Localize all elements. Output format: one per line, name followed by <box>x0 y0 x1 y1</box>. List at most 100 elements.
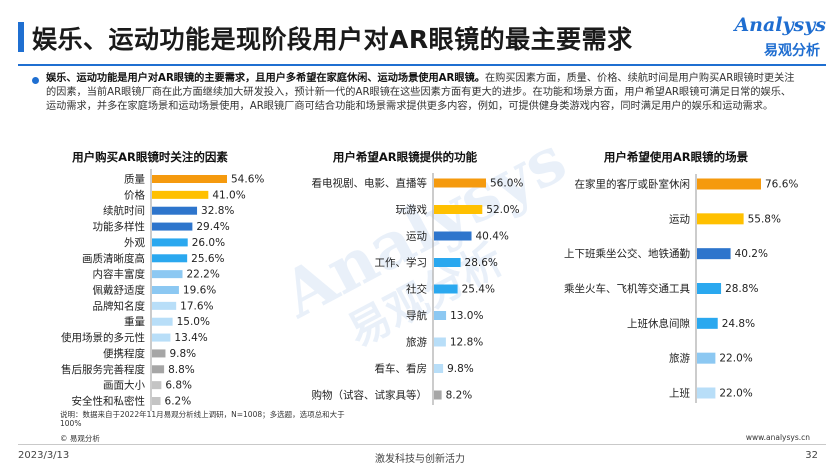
data-label: 24.8% <box>722 318 755 330</box>
bar <box>152 365 165 374</box>
bar <box>434 205 483 214</box>
category-label: 续航时间 <box>103 204 145 217</box>
category-label: 运动 <box>406 231 427 243</box>
bar <box>434 178 486 188</box>
category-label: 内容丰富度 <box>93 268 146 281</box>
data-label: 9.8% <box>447 363 474 375</box>
data-label: 28.6% <box>465 257 498 269</box>
data-label: 41.0% <box>212 189 245 201</box>
page-number: 32 <box>805 450 818 461</box>
bar <box>697 387 716 399</box>
bar <box>697 317 718 329</box>
bar <box>697 248 731 260</box>
website-link[interactable]: www.analysys.cn <box>745 433 810 442</box>
category-label: 售后服务完善程度 <box>61 363 145 376</box>
category-label: 旅游 <box>669 352 690 365</box>
bar <box>152 286 179 294</box>
bar <box>152 190 209 199</box>
category-label: 看电视剧、电影、直播等 <box>312 177 428 190</box>
footer-divider <box>18 444 826 445</box>
page-title: 娱乐、运动功能是现阶段用户对AR眼镜的最主要需求 <box>32 25 633 54</box>
bar <box>152 206 198 215</box>
bar <box>152 397 161 405</box>
summary-body: 在购买因素方面，质量、价格、续航时间是用户购买AR眼镜时更关注的因素，当前AR眼… <box>46 73 795 113</box>
bar <box>697 213 744 225</box>
chart-title: 用户购买AR眼镜时关注的因素 <box>71 150 228 164</box>
category-label: 工作、学习 <box>375 256 428 269</box>
category-label: 导航 <box>406 309 427 322</box>
category-label: 上班 <box>669 388 690 400</box>
bar <box>697 178 761 190</box>
bar <box>697 352 716 364</box>
bar <box>152 175 227 183</box>
category-label: 看车、看房 <box>375 362 428 375</box>
data-label: 22.0% <box>719 353 752 365</box>
copyright: © 易观分析 <box>60 434 100 443</box>
data-label: 9.8% <box>169 348 196 360</box>
summary-lead: 娱乐、运动功能是用户对AR眼镜的主要需求，且用户多希望在家庭休闲、运动场景使用A… <box>46 73 485 84</box>
data-label: 19.6% <box>183 285 216 297</box>
data-label: 8.8% <box>168 364 195 376</box>
chart-title: 用户希望使用AR眼镜的场景 <box>603 150 749 164</box>
data-label: 28.8% <box>725 283 758 295</box>
category-label: 画面大小 <box>103 379 145 392</box>
data-label: 12.8% <box>450 337 483 349</box>
data-label: 25.4% <box>462 284 495 296</box>
category-label: 运动 <box>669 213 690 225</box>
category-label: 社交 <box>406 283 427 296</box>
data-label: 15.0% <box>177 316 210 328</box>
data-label: 6.8% <box>165 380 192 392</box>
bar <box>152 317 173 326</box>
data-label: 54.6% <box>231 174 264 186</box>
footer-date: 2023/3/13 <box>18 450 70 461</box>
bar <box>152 301 177 310</box>
data-label: 55.8% <box>748 213 781 225</box>
data-label: 8.2% <box>446 390 473 402</box>
data-label: 13.4% <box>174 332 207 344</box>
category-label: 画质清晰度高 <box>82 252 145 265</box>
brand-logo: Analysys 易观分析 <box>716 14 826 62</box>
category-label: 外观 <box>124 237 145 249</box>
data-label: 40.4% <box>476 231 509 243</box>
data-label: 40.2% <box>735 248 768 260</box>
category-label: 在家里的客厅或卧室休闲 <box>575 178 691 191</box>
category-label: 使用场景的多元性 <box>61 331 145 344</box>
footer-slogan: 激发科技与创新活力 <box>375 454 465 465</box>
bullet-icon <box>32 77 39 84</box>
category-label: 上班休息间隙 <box>627 317 690 330</box>
bar <box>152 238 188 247</box>
data-label: 56.0% <box>490 178 523 190</box>
bar <box>434 311 447 320</box>
data-label: 52.0% <box>486 204 519 216</box>
bar <box>434 364 444 373</box>
category-label: 价格 <box>124 188 145 201</box>
bar <box>434 337 446 347</box>
category-label: 玩游戏 <box>396 203 428 216</box>
category-label: 佩戴舒适度 <box>93 284 146 297</box>
header-divider <box>18 64 826 66</box>
data-label: 26.0% <box>192 237 225 249</box>
data-label: 13.0% <box>450 310 483 322</box>
bar <box>434 390 442 400</box>
data-label: 22.0% <box>719 388 752 400</box>
data-label: 32.8% <box>201 205 234 217</box>
category-label: 上下班乘坐公交、地铁通勤 <box>564 247 690 260</box>
category-label: 乘坐火车、飞机等交通工具 <box>564 282 690 295</box>
bar <box>152 222 193 231</box>
summary-paragraph: 娱乐、运动功能是用户对AR眼镜的主要需求，且用户多希望在家庭休闲、运动场景使用A… <box>46 72 798 115</box>
bar <box>152 254 188 263</box>
category-label: 旅游 <box>406 336 427 349</box>
category-label: 品牌知名度 <box>93 299 146 312</box>
bar <box>434 284 458 294</box>
bar <box>697 283 722 294</box>
category-label: 购物（试容、试家具等） <box>312 389 428 402</box>
category-label: 安全性和私密性 <box>72 395 146 408</box>
title-accent-bar <box>18 22 24 52</box>
bar <box>152 270 183 279</box>
logo-chinese: 易观分析 <box>764 43 820 59</box>
data-label: 29.4% <box>196 221 229 233</box>
data-label: 6.2% <box>165 396 192 408</box>
bar <box>434 258 461 267</box>
data-label: 22.2% <box>186 269 219 281</box>
